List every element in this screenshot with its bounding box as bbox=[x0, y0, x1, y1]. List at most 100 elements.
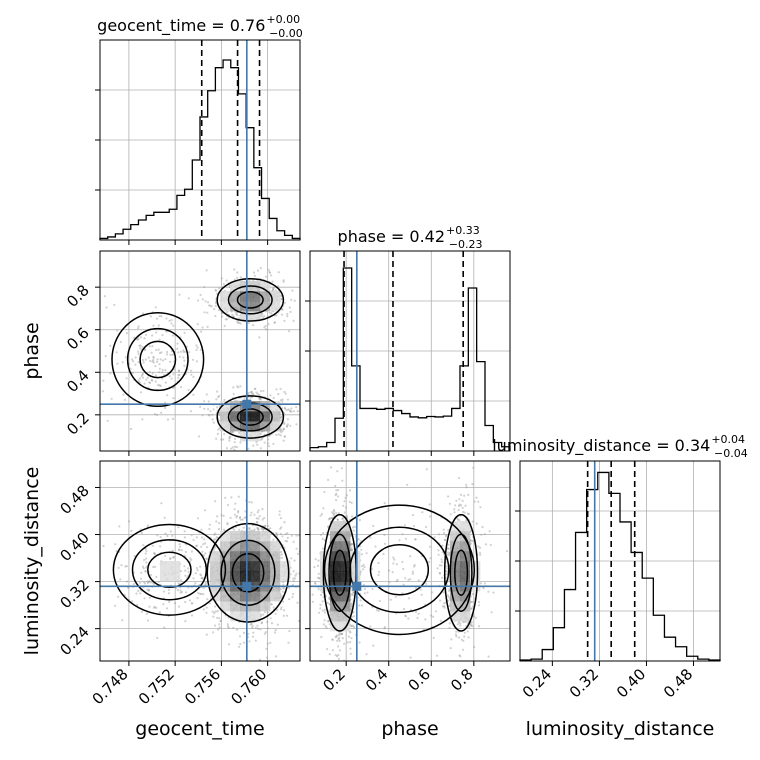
sample-point bbox=[200, 574, 203, 577]
density-cell bbox=[340, 571, 351, 582]
sample-point bbox=[477, 545, 480, 548]
sample-point bbox=[256, 521, 259, 524]
density-cell bbox=[240, 551, 251, 562]
sample-point bbox=[218, 308, 221, 312]
sample-point bbox=[256, 526, 259, 530]
sample-point bbox=[232, 626, 235, 629]
sample-point bbox=[438, 572, 442, 575]
sample-point bbox=[329, 466, 333, 469]
density-cell bbox=[220, 411, 231, 422]
sample-point bbox=[254, 639, 257, 642]
sample-point bbox=[146, 588, 149, 591]
sample-point bbox=[428, 503, 431, 506]
sample-point bbox=[459, 622, 462, 625]
tick-label-luminosity-distance: 0.40 bbox=[56, 529, 92, 565]
sample-point bbox=[214, 538, 217, 541]
sample-point bbox=[155, 575, 158, 578]
histogram-phase bbox=[309, 267, 511, 451]
sample-point bbox=[293, 410, 296, 413]
sample-point bbox=[214, 546, 217, 549]
sample-point bbox=[160, 502, 163, 505]
density-cell bbox=[260, 591, 271, 602]
sample-point bbox=[182, 349, 185, 352]
sample-point bbox=[157, 384, 160, 387]
sample-point bbox=[172, 397, 175, 400]
sample-point bbox=[468, 626, 471, 629]
sample-point bbox=[454, 504, 457, 507]
sample-point bbox=[291, 289, 294, 292]
sample-point bbox=[148, 345, 151, 348]
density-cell bbox=[250, 571, 261, 582]
sample-point bbox=[197, 591, 200, 595]
sample-point bbox=[161, 368, 164, 371]
sample-point bbox=[290, 407, 293, 410]
sample-point bbox=[412, 513, 415, 517]
sample-point bbox=[220, 438, 223, 441]
contour bbox=[369, 544, 430, 596]
density-cell bbox=[280, 561, 291, 572]
sample-point bbox=[335, 492, 338, 495]
sample-point bbox=[447, 595, 450, 599]
sample-point bbox=[228, 643, 231, 646]
sample-point bbox=[224, 318, 227, 321]
sample-point bbox=[285, 409, 288, 412]
sample-point bbox=[470, 621, 473, 624]
sample-point bbox=[282, 421, 286, 424]
sample-point bbox=[155, 331, 158, 334]
sample-point bbox=[256, 511, 259, 514]
sample-point bbox=[429, 515, 432, 518]
sample-point bbox=[143, 348, 147, 351]
sample-point bbox=[257, 517, 260, 520]
density-cell bbox=[250, 311, 261, 322]
sample-point bbox=[146, 376, 149, 379]
contour bbox=[111, 311, 205, 408]
sample-point bbox=[190, 614, 194, 617]
density-cell bbox=[350, 571, 361, 582]
sample-point bbox=[337, 489, 340, 492]
sample-point bbox=[382, 552, 385, 556]
sample-point bbox=[211, 610, 214, 613]
sample-point bbox=[371, 587, 374, 591]
sample-point bbox=[318, 611, 321, 614]
sample-point bbox=[278, 510, 281, 513]
sample-point bbox=[220, 277, 223, 280]
contour bbox=[443, 513, 479, 632]
sample-point bbox=[378, 599, 381, 603]
sample-point bbox=[266, 627, 269, 630]
sample-point bbox=[278, 513, 281, 516]
sample-point bbox=[220, 619, 223, 622]
sample-point bbox=[335, 489, 338, 492]
sample-point bbox=[455, 635, 458, 638]
density-cell bbox=[230, 541, 241, 552]
sample-point bbox=[286, 423, 289, 426]
sample-point bbox=[206, 557, 209, 561]
density-cell bbox=[220, 401, 231, 412]
density-cell bbox=[340, 591, 351, 602]
density-content bbox=[100, 461, 300, 661]
sample-point bbox=[248, 527, 251, 531]
sample-point bbox=[421, 511, 424, 514]
sample-point bbox=[457, 508, 460, 512]
tick-label-luminosity-distance: 0.24 bbox=[56, 623, 92, 659]
sample-point bbox=[277, 393, 280, 396]
tick-label-phase: 0.2 bbox=[319, 665, 349, 695]
sample-point bbox=[455, 499, 458, 502]
sample-point bbox=[184, 350, 187, 353]
density-cell bbox=[270, 301, 281, 312]
sample-point bbox=[472, 615, 475, 618]
sample-point bbox=[470, 623, 473, 626]
sample-point bbox=[190, 602, 193, 605]
sample-point bbox=[321, 537, 324, 541]
density-cell bbox=[450, 591, 461, 602]
sample-point bbox=[170, 318, 173, 322]
sample-point bbox=[352, 624, 355, 627]
sample-point bbox=[149, 359, 152, 363]
sample-point bbox=[341, 517, 344, 521]
sample-point bbox=[375, 609, 379, 612]
density-cell bbox=[230, 601, 241, 612]
sample-point bbox=[201, 577, 204, 580]
sample-point bbox=[186, 567, 190, 570]
sample-point bbox=[377, 561, 380, 565]
sample-point bbox=[216, 390, 219, 393]
sample-point bbox=[157, 324, 160, 327]
